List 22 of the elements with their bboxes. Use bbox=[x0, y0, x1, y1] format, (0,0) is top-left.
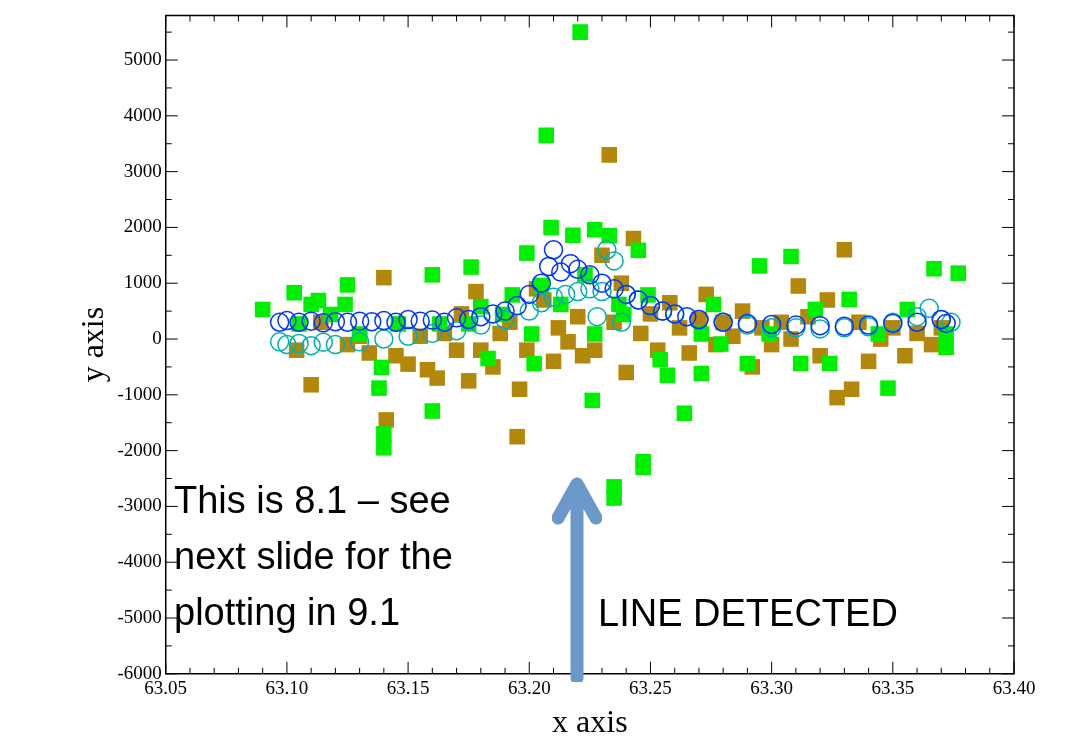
x-tick-label: 63.10 bbox=[265, 677, 309, 699]
x-tick-label: 63.25 bbox=[629, 677, 672, 699]
x-tick-label: 63.30 bbox=[750, 677, 794, 699]
y-tick-label: -5000 bbox=[117, 605, 162, 627]
y-tick-label: -1000 bbox=[117, 382, 162, 404]
y-tick-label: 3000 bbox=[123, 159, 162, 181]
y-tick-label: 1000 bbox=[123, 271, 162, 293]
x-tick-label: 63.35 bbox=[871, 677, 915, 699]
x-tick-label: 63.15 bbox=[386, 677, 430, 699]
annotation: LINE DETECTED bbox=[598, 591, 899, 636]
x-axis-title: x axis bbox=[552, 703, 628, 740]
annotation: This is 8.1 – see next slide for the plotting in 9.1 bbox=[174, 478, 454, 635]
x-tick-label: 63.20 bbox=[507, 677, 551, 699]
y-tick-label: 2000 bbox=[123, 215, 162, 237]
y-tick-label: 0 bbox=[152, 327, 162, 348]
y-tick-label: 5000 bbox=[123, 48, 162, 70]
y-tick-label: -3000 bbox=[117, 494, 162, 516]
y-tick-label: 4000 bbox=[123, 103, 162, 125]
y-axis-title: y axis bbox=[73, 306, 110, 383]
y-tick-label: -2000 bbox=[117, 438, 162, 460]
y-tick-label: -4000 bbox=[117, 550, 162, 572]
x-tick-label: 63.40 bbox=[992, 677, 1036, 699]
